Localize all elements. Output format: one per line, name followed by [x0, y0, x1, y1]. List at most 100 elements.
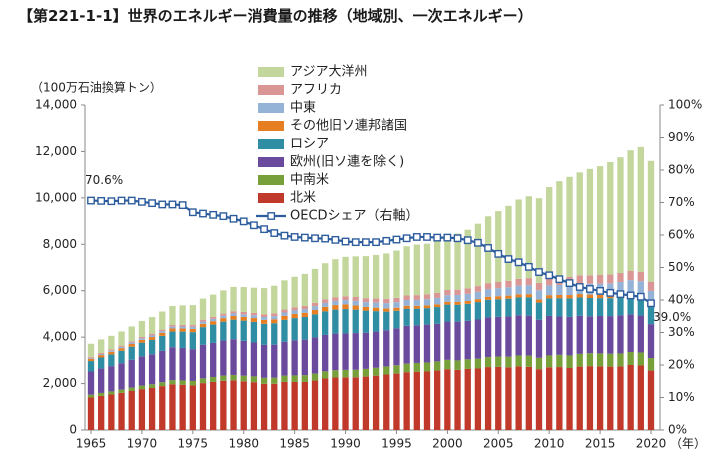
bar-segment-北米 — [464, 368, 471, 430]
x-tick-label: 1985 — [279, 437, 310, 451]
bar-segment-中東 — [505, 287, 512, 296]
bar-segment-アジア大洋州 — [444, 235, 451, 291]
bar-segment-中南米 — [474, 358, 482, 369]
bar-segment-欧州(旧ソ連を除く) — [128, 359, 135, 388]
oecd-share-marker — [555, 275, 564, 284]
bar-segment-中南米 — [250, 376, 258, 383]
bar-segment-北米 — [199, 383, 207, 430]
bar-segment-中東 — [311, 306, 319, 310]
bar-segment-ロシア — [525, 297, 532, 316]
bar-segment-アジア大洋州 — [220, 290, 227, 314]
bar-segment-ロシア — [118, 350, 125, 364]
oecd-share-marker — [474, 238, 482, 247]
bar-segment-アジア大洋州 — [535, 198, 543, 283]
bar-segment-アジア大洋州 — [98, 339, 105, 353]
bar-segment-アジア大洋州 — [332, 259, 339, 298]
bar-segment-その他旧ソ連邦諸国 — [189, 328, 196, 333]
bar-segment-ロシア — [434, 307, 441, 324]
bar-segment-アジア大洋州 — [281, 280, 288, 310]
bar-segment-アジア大洋州 — [515, 199, 522, 279]
bar-segment-アフリカ — [617, 273, 624, 282]
bar-segment-欧州(旧ソ連を除く) — [240, 340, 247, 376]
bar-segment-欧州(旧ソ連を除く) — [566, 316, 573, 356]
y-axis-unit-label: （100万石油換算トン） — [31, 80, 162, 95]
bar-segment-北米 — [637, 365, 644, 430]
bar-segment-欧州(旧ソ連を除く) — [230, 339, 237, 375]
bar-segment-ロシア — [423, 308, 431, 325]
bar-segment-中南米 — [260, 377, 268, 384]
bar-segment-アフリカ — [474, 286, 482, 292]
bar-segment-北米 — [189, 385, 196, 430]
bar-segment-その他旧ソ連邦諸国 — [413, 305, 420, 309]
bar-segment-中南米 — [454, 360, 461, 370]
bar-segment-アフリカ — [383, 298, 390, 304]
bar-segment-中東 — [199, 321, 207, 324]
bar-segment-アフリカ — [434, 292, 441, 298]
bar-segment-ロシア — [159, 335, 166, 351]
bar-segment-北米 — [546, 367, 553, 430]
bar-segment-中南米 — [220, 375, 227, 381]
bar-segment-中東 — [230, 313, 237, 317]
oecd-share-marker — [453, 234, 462, 243]
bar-segment-北米 — [301, 381, 308, 430]
bar-segment-中南米 — [189, 380, 196, 386]
oecd-share-marker — [188, 208, 197, 217]
bar-segment-欧州(旧ソ連を除く) — [352, 333, 359, 370]
bar-segment-中南米 — [372, 367, 380, 376]
bar-segment-中南米 — [159, 382, 166, 387]
bar-segment-ロシア — [464, 303, 471, 321]
bar-segment-中南米 — [627, 352, 634, 365]
bar-segment-欧州(旧ソ連を除く) — [322, 334, 329, 372]
bar-segment-ロシア — [281, 319, 288, 342]
bar-segment-欧州(旧ソ連を除く) — [98, 368, 105, 393]
bar-segment-ロシア — [647, 306, 655, 325]
bar-segment-その他旧ソ連邦諸国 — [128, 344, 135, 347]
bar-segment-アジア大洋州 — [546, 187, 553, 278]
y2-tick-label: 40% — [668, 293, 695, 307]
bar-segment-中東 — [566, 284, 573, 296]
bar-segment-北米 — [291, 381, 298, 430]
bar-segment-中東 — [474, 291, 482, 300]
bar-segment-ロシア — [250, 321, 258, 343]
bar-segment-欧州(旧ソ連を除く) — [596, 316, 604, 354]
bar-segment-北米 — [505, 367, 512, 430]
bar-segment-北米 — [281, 381, 288, 430]
bar-segment-アジア大洋州 — [260, 288, 268, 315]
bar-segment-欧州(旧ソ連を除く) — [525, 315, 532, 356]
bar-segment-アフリカ — [484, 283, 492, 290]
bar-segment-アフリカ — [586, 275, 594, 284]
bar-segment-北米 — [393, 373, 400, 430]
bar-segment-欧州(旧ソ連を除く) — [535, 319, 543, 358]
bar-segment-ロシア — [607, 298, 614, 317]
bar-segment-中東 — [169, 326, 176, 329]
bar-segment-その他旧ソ連邦諸国 — [495, 296, 502, 300]
oecd-share-marker — [575, 283, 584, 291]
bar-segment-アジア大洋州 — [383, 253, 390, 299]
bar-segment-ロシア — [240, 320, 247, 341]
bar-segment-中南米 — [444, 359, 451, 370]
bar-segment-北米 — [179, 384, 186, 430]
legend-label: アフリカ — [290, 83, 342, 98]
bar-segment-その他旧ソ連邦諸国 — [322, 306, 329, 312]
bar-segment-アフリカ — [199, 319, 207, 322]
oecd-share-marker — [606, 288, 615, 297]
bar-segment-中東 — [454, 294, 461, 302]
legend-swatch-欧州(旧ソ連を除く) — [258, 157, 284, 167]
bar-segment-アジア大洋州 — [393, 250, 400, 298]
bar-segment-中東 — [362, 302, 370, 307]
annotation-end-share: 39.0% — [653, 310, 691, 324]
legend-label: ロシア — [290, 137, 329, 152]
oecd-share-marker — [138, 197, 146, 206]
bar-segment-中東 — [159, 331, 166, 333]
bar-segment-中南米 — [576, 353, 583, 367]
bar-segment-欧州(旧ソ連を除く) — [413, 325, 420, 363]
oecd-share-marker — [504, 255, 513, 263]
bar-segment-その他旧ソ連邦諸国 — [505, 295, 512, 299]
bar-segment-アジア大洋州 — [413, 244, 420, 296]
bar-segment-欧州(旧ソ連を除く) — [118, 363, 125, 390]
bar-segment-アジア大洋州 — [362, 256, 370, 299]
bar-segment-北米 — [362, 376, 370, 430]
bar-segment-ロシア — [495, 299, 502, 317]
oecd-share-marker — [636, 292, 645, 301]
oecd-share-marker — [209, 210, 218, 219]
